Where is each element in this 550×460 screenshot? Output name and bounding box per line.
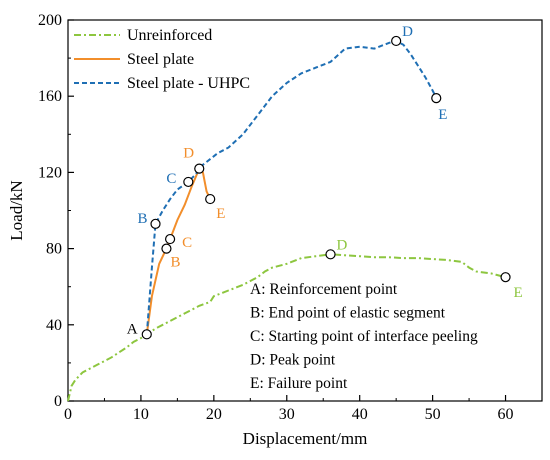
- note-line-4: E: Failure point: [250, 375, 348, 392]
- y-tick-label: 120: [38, 164, 62, 181]
- y-axis-title: Load/kN: [7, 180, 26, 240]
- point-label-d: D: [337, 237, 348, 253]
- x-tick-label: 0: [64, 406, 72, 423]
- point-marker-e: [500, 272, 511, 283]
- legend-label-2: Steel plate - UHPC: [127, 75, 250, 92]
- point-marker-b: [161, 243, 172, 254]
- point-label-d: D: [402, 24, 413, 40]
- point-label-b: B: [170, 255, 180, 271]
- point-marker-a: [141, 329, 152, 340]
- y-tick-label: 40: [46, 317, 62, 334]
- point-marker-d: [391, 35, 402, 47]
- x-tick-label: 50: [425, 406, 441, 423]
- x-tick-label: 60: [498, 406, 514, 423]
- note-line-2: C: Starting point of interface peeling: [250, 328, 478, 345]
- y-tick-label: 80: [46, 241, 62, 258]
- legend-label-0: Unreinforced: [127, 27, 212, 44]
- point-marker-e: [431, 93, 442, 104]
- point-marker-e: [205, 193, 216, 205]
- point-label-a: A: [127, 321, 138, 337]
- legend-label-1: Steel plate: [127, 51, 194, 68]
- note-line-1: B: End point of elastic segment: [250, 305, 446, 322]
- point-marker-c: [183, 176, 194, 188]
- y-tick-label: 160: [38, 88, 62, 105]
- point-label-d: D: [183, 146, 194, 162]
- series-line-1: [145, 166, 212, 335]
- point-marker-d: [325, 249, 336, 260]
- point-label-e: E: [438, 107, 447, 123]
- x-tick-label: 40: [352, 406, 368, 423]
- point-label-c: C: [166, 171, 176, 187]
- series-line-0: [67, 253, 506, 402]
- point-label-c: C: [182, 235, 192, 251]
- point-marker-c: [164, 233, 176, 245]
- note-line-3: D: Peak point: [250, 352, 336, 369]
- point-label-e: E: [216, 206, 225, 222]
- point-marker-b: [150, 218, 161, 229]
- x-tick-label: 10: [133, 406, 149, 423]
- y-tick-label: 200: [38, 12, 62, 29]
- point-label-b: B: [138, 211, 148, 227]
- note-line-0: A: Reinforcement point: [250, 281, 398, 298]
- y-tick-label: 0: [54, 393, 62, 410]
- point-label-e: E: [514, 285, 523, 301]
- x-tick-label: 20: [206, 406, 222, 423]
- x-axis-title: Displacement/mm: [243, 429, 368, 448]
- point-marker-d: [194, 163, 205, 174]
- x-tick-label: 30: [279, 406, 295, 423]
